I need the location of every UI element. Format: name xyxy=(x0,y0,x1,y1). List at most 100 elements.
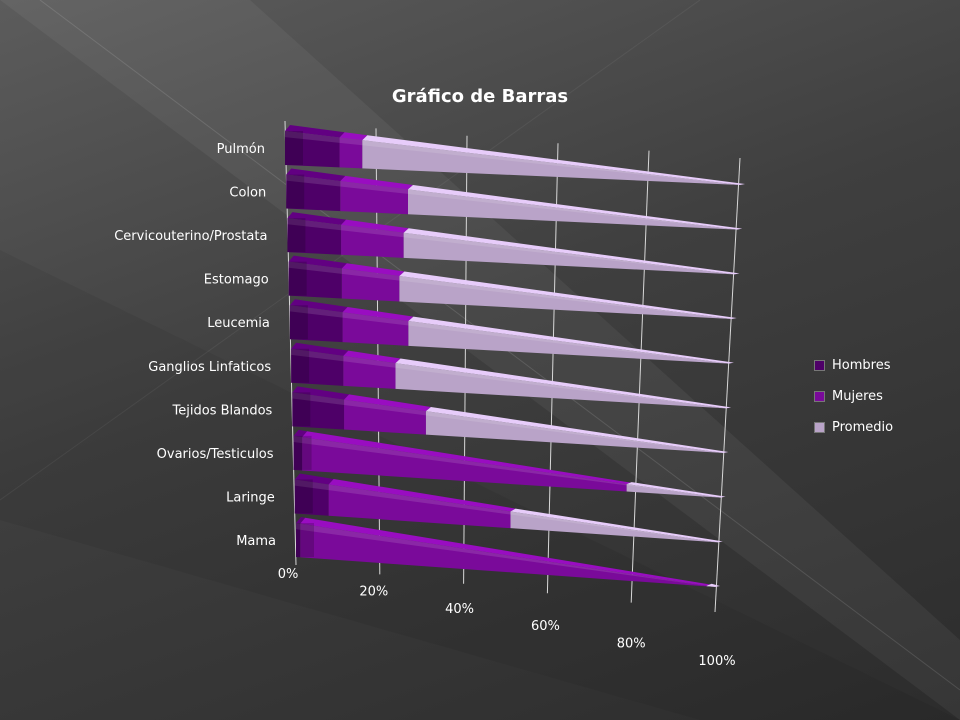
bar-segment-promedio-cervicouterino-prostata xyxy=(403,228,740,275)
bar-face-hombres-colon xyxy=(286,174,341,212)
category-label-ovarios-testiculos: Ovarios/Testiculos xyxy=(157,447,274,462)
bar-top-promedio-estomago xyxy=(399,271,737,319)
bar-highlight-promedio-ovarios-testiculos xyxy=(626,484,721,498)
bar-face-mujeres-mama xyxy=(300,523,707,587)
bar-highlight-promedio-colon xyxy=(407,189,738,230)
bar-row-mama xyxy=(296,517,720,587)
bar-row-colon xyxy=(286,168,743,230)
bar-top-hombres-pulmon xyxy=(285,125,345,138)
bar-segment-mujeres-laringe xyxy=(328,478,516,529)
bar-top-promedio-cervicouterino-prostata xyxy=(403,228,740,275)
bar-top-hombres-tejidos-blandos xyxy=(292,386,350,400)
bar-face-hombres-estomago xyxy=(288,261,342,299)
bar-top-promedio-pulmon xyxy=(362,135,745,185)
bar-highlight-mujeres-mama xyxy=(300,523,707,586)
bar-face-mujeres-colon xyxy=(340,181,408,215)
category-label-tejidos-blandos: Tejidos Blandos xyxy=(172,403,273,418)
bar-segment-mujeres-colon xyxy=(340,175,413,215)
bar-top-promedio-leucemia xyxy=(408,316,734,364)
bar-face-hombres-ovarios-testiculos xyxy=(293,435,303,471)
bar-highlight-mujeres-laringe xyxy=(328,484,511,515)
category-label-leucemia: Leucemia xyxy=(207,316,270,331)
category-label-cervicouterino-prostata: Cervicouterino/Prostata xyxy=(114,229,267,244)
bar-segment-promedio-leucemia xyxy=(408,316,734,364)
bar-segment-mujeres-cervicouterino-prostata xyxy=(341,219,409,258)
bar-segment-hombres-mama xyxy=(296,517,306,558)
bar-segment-promedio-pulmon xyxy=(362,135,745,185)
bar-highlight-mujeres-estomago xyxy=(341,268,400,281)
bar-top-promedio-tejidos-blandos xyxy=(425,407,729,453)
bar-segment-mujeres-mama xyxy=(300,517,712,587)
bar-segment-mujeres-leucemia xyxy=(342,306,414,346)
bar-segment-hombres-tejidos-blandos xyxy=(292,386,350,430)
bar-segment-mujeres-estomago xyxy=(341,263,405,302)
bar-cap-laringe xyxy=(294,479,313,514)
category-label-colon: Colon xyxy=(229,186,266,201)
bar-segment-hombres-leucemia xyxy=(289,299,348,343)
bar-highlight-hombres-mama xyxy=(296,523,301,530)
bar-highlight-hombres-cervicouterino-prostata xyxy=(287,218,342,231)
bar-face-promedio-ovarios-testiculos xyxy=(626,484,721,498)
bar-top-mujeres-ovarios-testiculos xyxy=(302,431,632,485)
bar-segment-hombres-cervicouterino-prostata xyxy=(287,212,347,255)
bar-segment-hombres-colon xyxy=(286,168,346,212)
gridline xyxy=(630,150,650,603)
bar-highlight-hombres-leucemia xyxy=(289,305,343,318)
bar-top-hombres-estomago xyxy=(288,255,347,269)
bar-segment-promedio-colon xyxy=(407,185,743,230)
bar-face-promedio-ganglios-linfaticos xyxy=(395,363,727,409)
bar-cap-cervicouterino-prostata xyxy=(287,218,306,253)
bar-row-cervicouterino-prostata xyxy=(287,212,740,275)
bar-highlight-mujeres-ovarios-testiculos xyxy=(302,437,627,486)
bar-top-mujeres-laringe xyxy=(328,478,516,512)
legend-swatch-hombres xyxy=(814,360,825,371)
bar-highlight-mujeres-tejidos-blandos xyxy=(344,399,426,416)
bar-segment-promedio-ganglios-linfaticos xyxy=(395,358,732,409)
bar-segment-promedio-laringe xyxy=(510,508,723,543)
bar-cap-tejidos-blandos xyxy=(292,392,311,427)
bar-segment-hombres-ganglios-linfaticos xyxy=(291,342,349,386)
x-axis-ticks: 0% 20% 40% 60% 80% 100% xyxy=(278,567,736,669)
bar-row-laringe xyxy=(294,473,723,543)
bar-face-promedio-tejidos-blandos xyxy=(425,411,724,453)
bar-top-mujeres-colon xyxy=(340,175,413,190)
bar-cap-estomago xyxy=(288,261,307,296)
bar-highlight-mujeres-cervicouterino-prostata xyxy=(341,224,404,238)
bar-face-hombres-mama xyxy=(296,523,301,558)
x-tick-label-80pct: 80% xyxy=(617,637,646,652)
category-label-laringe: Laringe xyxy=(226,490,275,505)
bar-top-hombres-cervicouterino-prostata xyxy=(287,212,347,225)
bar-highlight-promedio-tejidos-blandos xyxy=(425,411,724,453)
legend-label-hombres: Hombres xyxy=(832,358,891,373)
bar-highlight-hombres-laringe xyxy=(294,479,329,491)
bar-highlight-hombres-pulmon xyxy=(285,131,340,143)
legend-swatch-mujeres xyxy=(814,391,825,402)
legend-item-hombres: Hombres xyxy=(814,350,893,381)
bar-highlight-hombres-colon xyxy=(286,174,341,187)
bar-cap-mama xyxy=(296,523,314,557)
bar-segment-promedio-mama xyxy=(706,583,720,587)
legend-swatch-promedio xyxy=(814,422,825,433)
bar-highlight-promedio-laringe xyxy=(510,511,718,543)
bar-top-mujeres-cervicouterino-prostata xyxy=(341,219,409,233)
legend-label-mujeres: Mujeres xyxy=(832,389,883,404)
legend: Hombres Mujeres Promedio xyxy=(814,350,893,443)
bar-face-mujeres-estomago xyxy=(341,268,400,302)
x-tick-label-40pct: 40% xyxy=(445,602,474,617)
bar-highlight-hombres-ganglios-linfaticos xyxy=(291,348,344,362)
bar-row-pulmon xyxy=(285,125,745,185)
bar-face-mujeres-tejidos-blandos xyxy=(344,399,426,435)
bar-top-mujeres-estomago xyxy=(341,263,405,276)
bar-top-mujeres-leucemia xyxy=(342,306,414,322)
bar-highlight-mujeres-colon xyxy=(340,181,408,194)
category-labels: Pulmón Colon Cervicouterino/Prostata Estoma… xyxy=(114,142,276,549)
bar-top-promedio-colon xyxy=(407,185,743,230)
bar-top-promedio-mama xyxy=(706,583,720,587)
bar-face-promedio-cervicouterino-prostata xyxy=(403,232,735,275)
bar-segment-promedio-tejidos-blandos xyxy=(425,407,729,453)
category-label-pulmon: Pulmón xyxy=(217,142,265,157)
bar-top-mujeres-tejidos-blandos xyxy=(344,394,431,412)
bar-row-ganglios-linfaticos xyxy=(291,342,732,409)
bar-top-hombres-leucemia xyxy=(289,299,348,313)
bar-face-mujeres-cervicouterino-prostata xyxy=(341,224,404,258)
